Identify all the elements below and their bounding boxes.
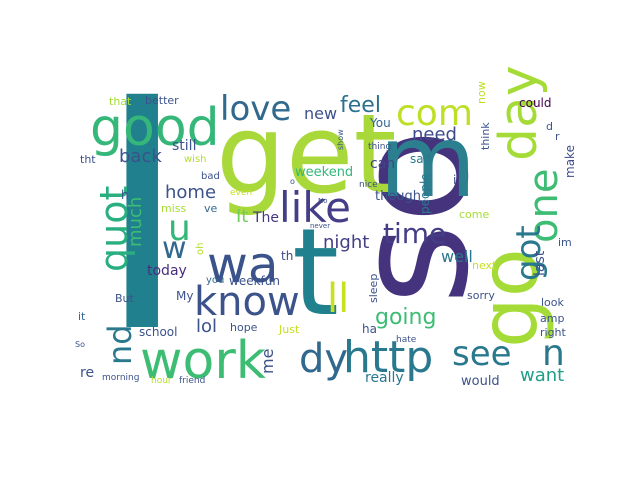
word-feel: feel <box>340 93 381 118</box>
word-sleep: sleep <box>367 274 380 303</box>
word-hate: hate <box>396 335 417 345</box>
word-dy: dy <box>299 336 348 382</box>
word-thing: thing <box>368 142 391 152</box>
word-me: me <box>258 349 277 374</box>
word-wish: wish <box>184 154 207 165</box>
word-never: never <box>310 222 330 230</box>
word-n: n <box>542 333 565 374</box>
word-com: com <box>396 93 473 134</box>
word-going: going <box>375 305 436 330</box>
word-could: could <box>519 96 552 110</box>
word-http: http <box>343 332 433 383</box>
word-wa: wa <box>207 236 279 294</box>
word-school: school <box>139 325 177 339</box>
word-u: u <box>168 208 191 249</box>
word-m: m <box>379 103 476 220</box>
word-want: want <box>520 365 564 386</box>
word-next: next <box>472 259 497 272</box>
word-weekend: weekend <box>295 165 353 180</box>
word-better: better <box>145 94 179 107</box>
word-back: back <box>119 146 162 167</box>
word-ha: ha <box>362 322 377 336</box>
word-ve: ve <box>204 202 218 215</box>
word-still: still <box>172 138 196 154</box>
word-good: good <box>90 98 220 158</box>
word-night: night <box>323 232 369 253</box>
word-bad: bad <box>201 171 220 182</box>
word-it: it <box>78 310 86 323</box>
word-amp: amp <box>540 312 564 325</box>
word-re: re <box>80 365 94 381</box>
word-the: The <box>252 210 279 226</box>
word-im: im <box>558 236 572 249</box>
word-sorry: sorry <box>467 289 495 302</box>
word-even: even <box>230 188 252 198</box>
word-my: My <box>176 289 193 303</box>
word-go: go <box>463 248 556 348</box>
word-it: It <box>236 206 248 227</box>
word-one: one <box>521 169 567 243</box>
word-like: like <box>279 183 351 232</box>
word-today: today <box>147 263 187 279</box>
word-though: though <box>375 189 421 204</box>
word-quot: quot <box>92 186 136 272</box>
word-weekfun: weekfun <box>229 274 280 288</box>
word-work: work <box>140 331 266 391</box>
word-miss: miss <box>161 202 187 215</box>
word-i: I <box>95 31 189 403</box>
word-right: right <box>540 326 567 339</box>
word-i: i <box>453 173 456 187</box>
word-last: last <box>532 250 548 276</box>
word-need: need <box>412 124 457 145</box>
word-t: t <box>292 204 339 343</box>
word-hour: hour <box>151 376 172 386</box>
word-so: So <box>75 340 85 349</box>
word-morning: morning <box>102 373 139 383</box>
word-nd: nd <box>101 324 139 365</box>
word-hope: hope <box>230 321 258 334</box>
word-o: o <box>290 177 295 186</box>
word-tht: tht <box>80 153 96 166</box>
word-lol: lol <box>196 316 217 337</box>
word-love: love <box>220 89 291 129</box>
word-th: th <box>281 249 293 263</box>
word-time: time <box>383 217 446 250</box>
word-see: see <box>452 334 512 374</box>
word-people: people <box>418 173 432 214</box>
word-got: got <box>509 225 549 281</box>
word-w: w <box>162 231 187 266</box>
word-know: know <box>194 279 300 325</box>
word-really: really <box>365 370 404 386</box>
word-r: r <box>555 130 560 143</box>
word-you: You <box>369 116 391 130</box>
word-think: think <box>479 122 492 150</box>
word-well: well <box>441 247 473 266</box>
word-home: home <box>165 182 216 203</box>
word-new: new <box>304 104 337 123</box>
word-so: so <box>321 128 503 305</box>
word-no: No <box>318 197 328 205</box>
word-look: look <box>541 296 565 309</box>
word-now: now <box>475 81 488 104</box>
word-friend: friend <box>179 376 205 386</box>
word-oh: oh <box>195 243 206 255</box>
word-much: much <box>125 197 146 247</box>
word-come: come <box>459 208 489 221</box>
word-make: make <box>563 145 577 178</box>
word-you: you <box>206 275 224 286</box>
word-that: that <box>109 95 132 108</box>
word-just: Just <box>278 323 300 336</box>
word-show: show <box>336 129 345 150</box>
word-can: can <box>370 156 395 172</box>
word-day: day <box>489 65 549 161</box>
word-ll: ll <box>327 276 349 322</box>
word-but: But <box>115 292 135 305</box>
word-sad: sad <box>410 152 431 166</box>
word-h: h <box>121 188 129 202</box>
word-nice: nice <box>359 180 378 190</box>
word-would: would <box>461 374 500 389</box>
word-get: get <box>216 90 397 218</box>
word-d: d <box>546 120 553 133</box>
